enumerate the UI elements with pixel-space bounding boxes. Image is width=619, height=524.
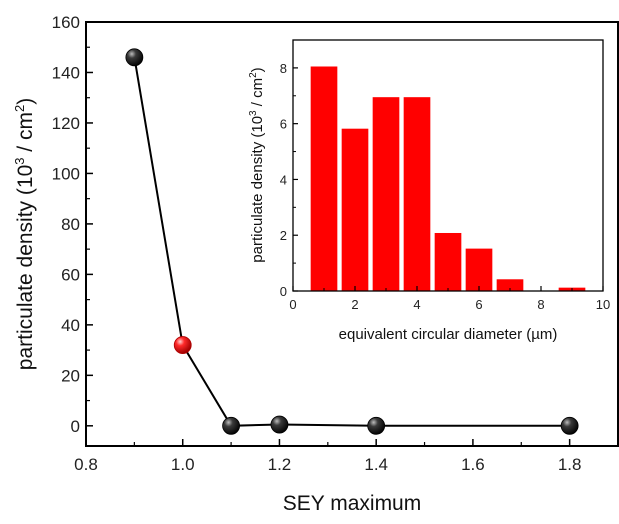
main-y-tick-label: 80 (61, 215, 80, 234)
main-data-point (270, 415, 289, 434)
main-x-tick-label: 1.0 (171, 455, 195, 474)
main-data-point (560, 416, 579, 435)
inset-y-axis-title-middle: / cm (249, 78, 266, 111)
main-chart: 0.8 1.0 1.2 1.4 1.6 1.8020406080100120140160 … (12, 13, 619, 515)
main-series-polyline (133, 57, 570, 427)
inset-bar (341, 128, 369, 291)
main-plot-frame (85, 21, 619, 447)
inset-x-tick-label: 4 (413, 297, 420, 312)
inset-bar (496, 279, 524, 291)
inset-bars (310, 66, 586, 291)
main-y-tick-label: 40 (61, 316, 80, 335)
main-x-tick-label: 1.2 (268, 455, 292, 474)
main-y-tick-label: 160 (52, 13, 80, 32)
inset-y-axis-title-prefix: particulate density (10 (249, 116, 266, 263)
inset-axis-ticks: 0 2 4 6 8 10 0 2 4 6 8 (280, 61, 610, 312)
inset-y-axis-title-sup1: 3 (248, 110, 259, 116)
inset-bar (465, 248, 493, 291)
main-y-tick-label: 60 (61, 265, 80, 284)
inset-y-tick-label: 2 (280, 228, 287, 243)
main-series-line (133, 57, 570, 427)
main-x-axis-title: SEY maximum (283, 492, 421, 515)
inset-x-tick-label: 6 (475, 297, 482, 312)
main-data-point (367, 416, 386, 435)
inset-x-tick-label: 10 (596, 297, 610, 312)
main-y-tick-label: 20 (61, 366, 80, 385)
main-series-points (125, 48, 579, 435)
main-data-point (222, 416, 240, 435)
main-x-tick-label: 1.8 (558, 455, 582, 474)
main-y-tick-label: 0 (71, 417, 80, 436)
inset-y-tick-label: 4 (280, 172, 287, 187)
main-x-tick-label: 0.8 (74, 455, 98, 474)
inset-x-tick-label: 0 (289, 297, 296, 312)
inset-x-axis-title: equivalent circular diameter (µm) (339, 326, 558, 343)
main-x-tick-label: 1.4 (364, 455, 388, 474)
inset-bar (372, 97, 400, 291)
inset-y-tick-label: 8 (280, 61, 287, 76)
inset-x-tick-label: 8 (537, 297, 544, 312)
inset-y-tick-label: 0 (280, 284, 287, 299)
main-y-axis-title-prefix: particulate density (10 (14, 165, 37, 370)
inset-y-axis-title: particulate density (103 / cm2) (248, 67, 266, 262)
main-y-axis-title-sup2: 2 (12, 105, 27, 112)
main-y-axis-title: particulate density (103 / cm2) (12, 98, 37, 370)
main-y-tick-label: 140 (52, 63, 80, 82)
main-y-tick-label: 100 (52, 164, 80, 183)
inset-y-tick-label: 6 (280, 117, 287, 132)
main-y-axis-title-sup1: 3 (12, 158, 27, 165)
main-y-axis-title-suffix: ) (14, 98, 37, 105)
inset-y-axis-title-sup2: 2 (248, 72, 259, 78)
main-data-point (125, 48, 144, 67)
main-y-axis-title-middle: / cm (14, 112, 37, 158)
inset-chart: 0 2 4 6 8 10 0 2 4 6 8 equivalent circular diamete… (248, 39, 610, 343)
main-data-point (173, 336, 192, 354)
inset-y-axis-title-suffix: ) (249, 67, 266, 72)
inset-bar (403, 97, 431, 291)
main-y-tick-label: 120 (52, 114, 80, 133)
inset-bar (310, 66, 338, 291)
inset-bar (434, 232, 462, 291)
main-x-tick-label: 1.6 (461, 455, 485, 474)
inset-x-tick-label: 2 (351, 297, 358, 312)
